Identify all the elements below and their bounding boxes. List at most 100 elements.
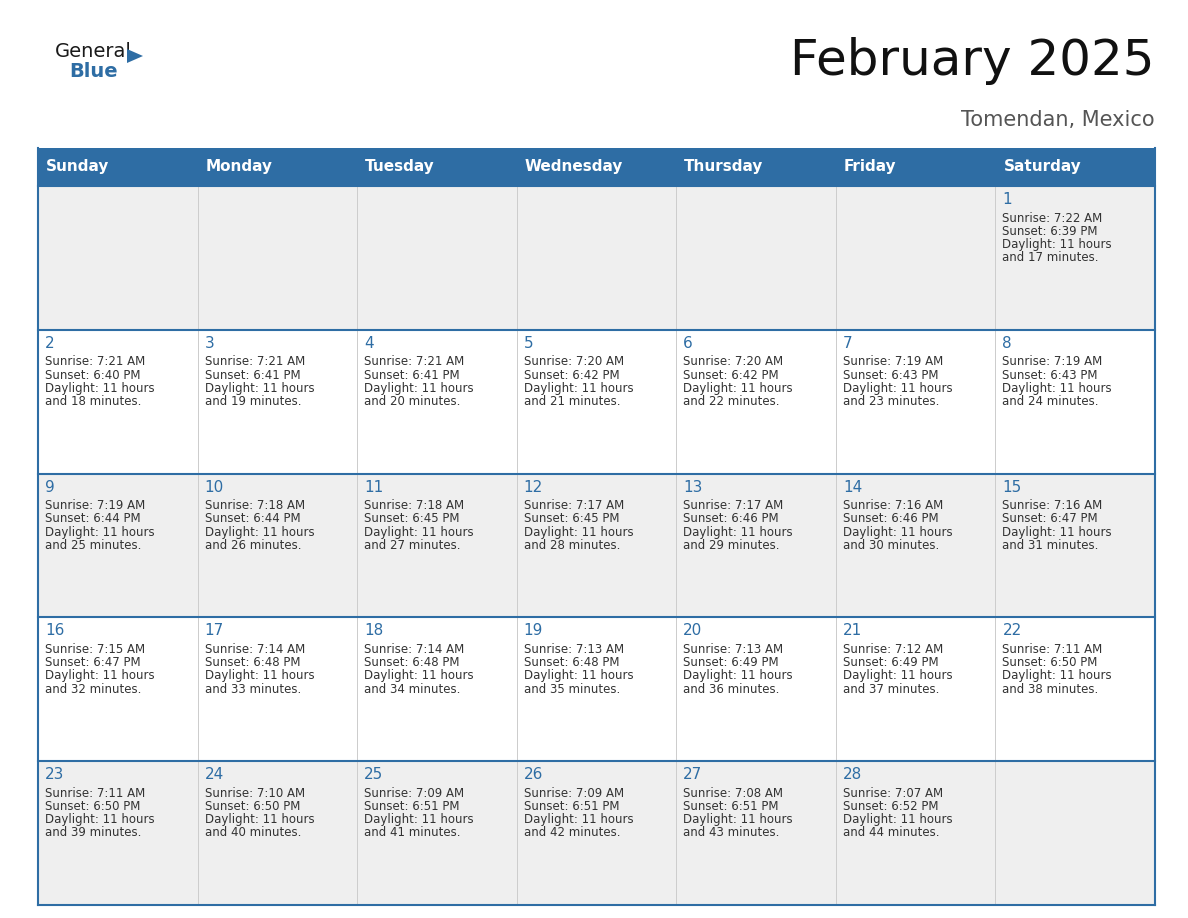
- Text: Sunset: 6:45 PM: Sunset: 6:45 PM: [365, 512, 460, 525]
- Text: Sunrise: 7:13 AM: Sunrise: 7:13 AM: [683, 643, 783, 656]
- Text: Daylight: 11 hours: Daylight: 11 hours: [1003, 669, 1112, 682]
- Text: Sunrise: 7:07 AM: Sunrise: 7:07 AM: [842, 787, 943, 800]
- Text: Sunrise: 7:21 AM: Sunrise: 7:21 AM: [204, 355, 305, 368]
- Text: and 21 minutes.: and 21 minutes.: [524, 395, 620, 408]
- Text: Sunset: 6:45 PM: Sunset: 6:45 PM: [524, 512, 619, 525]
- Text: Daylight: 11 hours: Daylight: 11 hours: [45, 669, 154, 682]
- Text: Sunset: 6:48 PM: Sunset: 6:48 PM: [524, 656, 619, 669]
- Text: Tuesday: Tuesday: [365, 160, 435, 174]
- Text: and 39 minutes.: and 39 minutes.: [45, 826, 141, 839]
- Bar: [38, 474, 1155, 618]
- Text: Sunrise: 7:09 AM: Sunrise: 7:09 AM: [365, 787, 465, 800]
- Text: Sunrise: 7:19 AM: Sunrise: 7:19 AM: [1003, 355, 1102, 368]
- Text: 3: 3: [204, 336, 214, 351]
- Text: 22: 22: [1003, 623, 1022, 638]
- Text: Daylight: 11 hours: Daylight: 11 hours: [842, 382, 953, 395]
- Text: Sunrise: 7:18 AM: Sunrise: 7:18 AM: [204, 499, 304, 512]
- Text: 16: 16: [45, 623, 64, 638]
- Bar: [197, 148, 358, 186]
- Bar: [996, 148, 1155, 186]
- Text: Sunrise: 7:20 AM: Sunrise: 7:20 AM: [683, 355, 783, 368]
- Text: Daylight: 11 hours: Daylight: 11 hours: [1003, 382, 1112, 395]
- Text: Monday: Monday: [206, 160, 272, 174]
- Text: 28: 28: [842, 767, 862, 782]
- Text: Sunset: 6:48 PM: Sunset: 6:48 PM: [365, 656, 460, 669]
- Text: and 23 minutes.: and 23 minutes.: [842, 395, 940, 408]
- Text: Sunset: 6:50 PM: Sunset: 6:50 PM: [204, 800, 299, 813]
- Text: Daylight: 11 hours: Daylight: 11 hours: [524, 813, 633, 826]
- Text: 26: 26: [524, 767, 543, 782]
- Text: Sunrise: 7:18 AM: Sunrise: 7:18 AM: [365, 499, 465, 512]
- Text: 8: 8: [1003, 336, 1012, 351]
- Text: Friday: Friday: [843, 160, 897, 174]
- Text: Daylight: 11 hours: Daylight: 11 hours: [683, 525, 792, 539]
- Text: Sunset: 6:49 PM: Sunset: 6:49 PM: [683, 656, 779, 669]
- Text: 6: 6: [683, 336, 693, 351]
- Text: Daylight: 11 hours: Daylight: 11 hours: [204, 525, 314, 539]
- Text: February 2025: February 2025: [790, 37, 1155, 85]
- Text: Sunrise: 7:12 AM: Sunrise: 7:12 AM: [842, 643, 943, 656]
- Text: Wednesday: Wednesday: [525, 160, 623, 174]
- Text: Daylight: 11 hours: Daylight: 11 hours: [45, 382, 154, 395]
- Text: 10: 10: [204, 479, 223, 495]
- Bar: [38, 618, 1155, 761]
- Text: Daylight: 11 hours: Daylight: 11 hours: [365, 669, 474, 682]
- Text: Daylight: 11 hours: Daylight: 11 hours: [683, 382, 792, 395]
- Bar: [517, 148, 676, 186]
- Text: Sunset: 6:51 PM: Sunset: 6:51 PM: [524, 800, 619, 813]
- Polygon shape: [127, 49, 143, 63]
- Text: Sunset: 6:50 PM: Sunset: 6:50 PM: [45, 800, 140, 813]
- Text: and 35 minutes.: and 35 minutes.: [524, 682, 620, 696]
- Text: Sunrise: 7:17 AM: Sunrise: 7:17 AM: [683, 499, 784, 512]
- Text: 1: 1: [1003, 192, 1012, 207]
- Text: and 37 minutes.: and 37 minutes.: [842, 682, 940, 696]
- Bar: [38, 186, 1155, 330]
- Text: Daylight: 11 hours: Daylight: 11 hours: [842, 525, 953, 539]
- Bar: [358, 148, 517, 186]
- Text: Sunrise: 7:16 AM: Sunrise: 7:16 AM: [1003, 499, 1102, 512]
- Text: Sunrise: 7:15 AM: Sunrise: 7:15 AM: [45, 643, 145, 656]
- Text: and 19 minutes.: and 19 minutes.: [204, 395, 301, 408]
- Text: 13: 13: [683, 479, 702, 495]
- Text: and 25 minutes.: and 25 minutes.: [45, 539, 141, 552]
- Text: Sunset: 6:46 PM: Sunset: 6:46 PM: [683, 512, 779, 525]
- Text: Sunset: 6:51 PM: Sunset: 6:51 PM: [683, 800, 779, 813]
- Text: Daylight: 11 hours: Daylight: 11 hours: [365, 525, 474, 539]
- Text: Daylight: 11 hours: Daylight: 11 hours: [204, 813, 314, 826]
- Text: and 42 minutes.: and 42 minutes.: [524, 826, 620, 839]
- Text: 20: 20: [683, 623, 702, 638]
- Text: Sunday: Sunday: [46, 160, 109, 174]
- Text: Sunset: 6:48 PM: Sunset: 6:48 PM: [204, 656, 301, 669]
- Text: and 22 minutes.: and 22 minutes.: [683, 395, 779, 408]
- Text: and 24 minutes.: and 24 minutes.: [1003, 395, 1099, 408]
- Text: 15: 15: [1003, 479, 1022, 495]
- Text: Sunset: 6:51 PM: Sunset: 6:51 PM: [365, 800, 460, 813]
- Text: and 27 minutes.: and 27 minutes.: [365, 539, 461, 552]
- Text: 9: 9: [45, 479, 55, 495]
- Text: 21: 21: [842, 623, 862, 638]
- Text: and 32 minutes.: and 32 minutes.: [45, 682, 141, 696]
- Text: Sunset: 6:42 PM: Sunset: 6:42 PM: [683, 368, 779, 382]
- Text: Sunset: 6:49 PM: Sunset: 6:49 PM: [842, 656, 939, 669]
- Text: Sunrise: 7:17 AM: Sunrise: 7:17 AM: [524, 499, 624, 512]
- Text: 7: 7: [842, 336, 853, 351]
- Text: 11: 11: [365, 479, 384, 495]
- Text: Daylight: 11 hours: Daylight: 11 hours: [204, 382, 314, 395]
- Text: Daylight: 11 hours: Daylight: 11 hours: [365, 813, 474, 826]
- Text: Sunset: 6:43 PM: Sunset: 6:43 PM: [1003, 368, 1098, 382]
- Text: 23: 23: [45, 767, 64, 782]
- Text: Thursday: Thursday: [684, 160, 764, 174]
- Text: Saturday: Saturday: [1004, 160, 1081, 174]
- Text: General: General: [55, 42, 132, 61]
- Text: Sunrise: 7:11 AM: Sunrise: 7:11 AM: [1003, 643, 1102, 656]
- Text: and 36 minutes.: and 36 minutes.: [683, 682, 779, 696]
- Text: Sunrise: 7:11 AM: Sunrise: 7:11 AM: [45, 787, 145, 800]
- Text: Sunset: 6:39 PM: Sunset: 6:39 PM: [1003, 225, 1098, 238]
- Text: and 41 minutes.: and 41 minutes.: [365, 826, 461, 839]
- Text: Sunset: 6:50 PM: Sunset: 6:50 PM: [1003, 656, 1098, 669]
- Text: and 44 minutes.: and 44 minutes.: [842, 826, 940, 839]
- Bar: [836, 148, 996, 186]
- Text: 18: 18: [365, 623, 384, 638]
- Text: 25: 25: [365, 767, 384, 782]
- Text: 14: 14: [842, 479, 862, 495]
